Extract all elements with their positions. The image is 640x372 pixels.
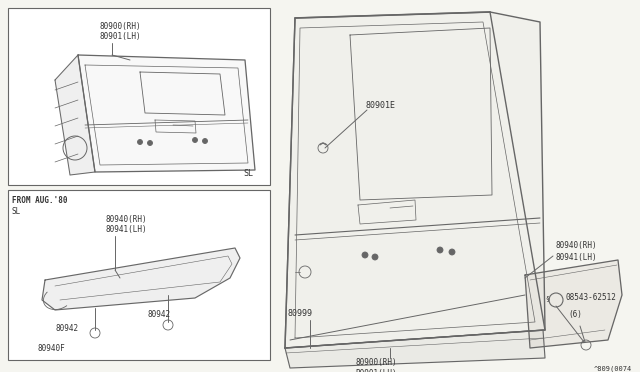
Polygon shape (78, 55, 255, 172)
Polygon shape (55, 55, 95, 175)
Text: 80942: 80942 (55, 324, 78, 333)
Text: 80940(RH): 80940(RH) (105, 215, 147, 224)
Text: 80940(RH): 80940(RH) (555, 241, 596, 250)
Text: 80900(RH): 80900(RH) (100, 22, 141, 31)
Circle shape (138, 140, 143, 144)
Circle shape (193, 138, 198, 142)
Text: 80941(LH): 80941(LH) (555, 253, 596, 262)
Circle shape (437, 247, 443, 253)
Text: SL: SL (243, 169, 253, 178)
Text: SL: SL (12, 207, 21, 216)
Text: B0901(LH): B0901(LH) (355, 369, 397, 372)
Bar (8, 8, 270, 185)
Bar (8, 190, 270, 360)
Text: 80900(RH): 80900(RH) (355, 358, 397, 367)
Text: 80901E: 80901E (365, 101, 395, 110)
Text: (6): (6) (568, 310, 582, 319)
Text: 80901(LH): 80901(LH) (100, 32, 141, 41)
Circle shape (372, 254, 378, 260)
Circle shape (362, 252, 368, 258)
Text: 80941(LH): 80941(LH) (105, 225, 147, 234)
Text: §: § (545, 295, 549, 301)
Text: 80940F: 80940F (38, 344, 66, 353)
Text: 80942: 80942 (148, 310, 171, 319)
Circle shape (147, 141, 152, 145)
Text: 80999: 80999 (288, 309, 313, 318)
Text: 08543-62512: 08543-62512 (565, 294, 616, 302)
Polygon shape (42, 248, 240, 310)
Circle shape (202, 138, 207, 144)
Text: FROM AUG.'80: FROM AUG.'80 (12, 196, 67, 205)
Circle shape (449, 249, 455, 255)
Text: ^809(0074: ^809(0074 (594, 365, 632, 372)
Polygon shape (285, 12, 545, 348)
Polygon shape (525, 260, 622, 348)
Polygon shape (285, 330, 545, 368)
